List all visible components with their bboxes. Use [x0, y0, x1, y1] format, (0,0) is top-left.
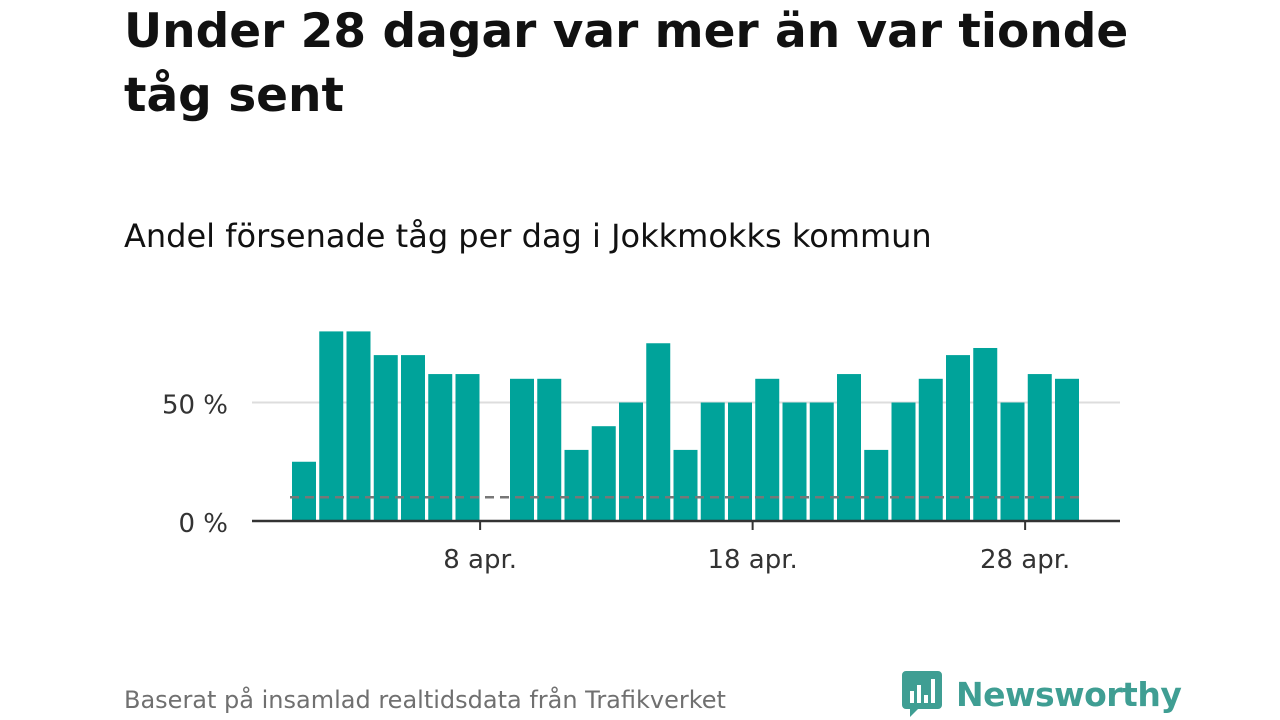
- bar: [1055, 378, 1079, 521]
- source-note: Baserat på insamlad realtidsdata från Tr…: [124, 686, 726, 714]
- bar: [1000, 402, 1025, 521]
- bar: [891, 402, 916, 521]
- x-tick-label: 28 apr.: [980, 545, 1070, 575]
- bar: [782, 402, 807, 521]
- y-tick-label: 50 %: [162, 391, 228, 421]
- bar: [809, 402, 834, 521]
- bar: [728, 402, 752, 521]
- brand-logo: Newsworthy: [902, 670, 1182, 718]
- x-tick-label: 18 apr.: [707, 545, 797, 575]
- bar: [755, 378, 780, 521]
- bar: [401, 355, 425, 521]
- chart-title: Under 28 dagar var mer än var tionde tåg…: [124, 4, 1129, 123]
- x-tick-label: 8 apr.: [443, 545, 517, 575]
- bar: [346, 331, 371, 521]
- bar: [455, 374, 480, 521]
- bar: [510, 378, 534, 521]
- bar: [619, 402, 643, 521]
- bar: [564, 449, 589, 521]
- bar: [864, 449, 889, 521]
- bar: [319, 331, 344, 521]
- bar-chart: 0 % 50 % 8 apr. 18 apr. 28 apr.: [162, 331, 1120, 575]
- bar: [973, 347, 998, 521]
- y-tick-label: 0 %: [178, 509, 228, 539]
- bar: [673, 449, 698, 521]
- bar: [918, 378, 943, 521]
- brand-name: Newsworthy: [956, 674, 1182, 714]
- bar: [1027, 374, 1052, 521]
- bar: [837, 374, 861, 521]
- bar: [292, 461, 316, 521]
- chart-subtitle: Andel försenade tåg per dag i Jokkmokks …: [124, 217, 932, 255]
- newsworthy-logo-icon: [902, 671, 942, 717]
- bar: [428, 374, 453, 521]
- bar: [946, 355, 970, 521]
- bar: [591, 426, 616, 521]
- bar: [373, 355, 398, 521]
- bar: [537, 378, 562, 521]
- bar: [646, 343, 671, 521]
- bar: [700, 402, 725, 521]
